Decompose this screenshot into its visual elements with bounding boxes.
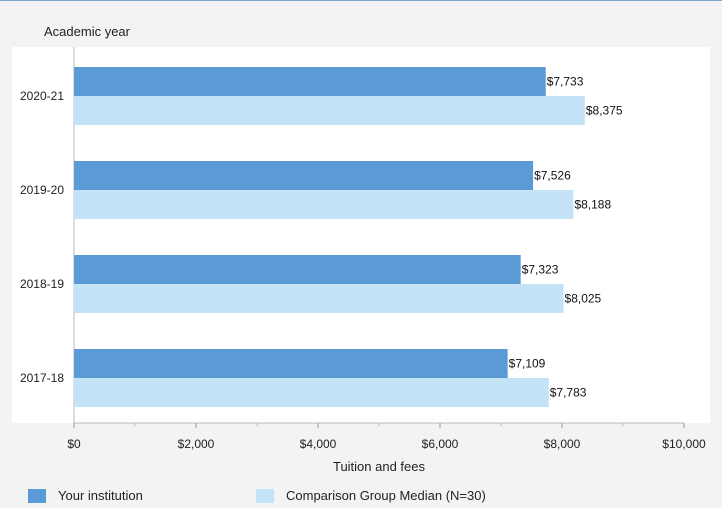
bar — [74, 161, 534, 190]
category-labels: 2020-21 2019-20 2018-19 2017-18 — [20, 89, 64, 385]
category-label: 2017-18 — [20, 371, 64, 385]
bars — [74, 67, 585, 407]
x-axis-ticks: $0 $2,000 $4,000 $6,000 $8,000 $10,000 — [67, 423, 706, 451]
legend-item-comparison-group: Comparison Group Median (N=30) — [256, 488, 486, 503]
bar — [74, 349, 508, 378]
category-label: 2019-20 — [20, 183, 64, 197]
bar-value-label: $8,025 — [565, 292, 602, 306]
x-tick-label: $6,000 — [422, 437, 459, 451]
x-tick-label: $0 — [67, 437, 81, 451]
bar-value-label: $8,375 — [586, 104, 623, 118]
bar-value-label: $7,323 — [522, 263, 559, 277]
bar-value-label: $7,733 — [547, 75, 584, 89]
legend-label-series2: Comparison Group Median (N=30) — [286, 488, 486, 503]
bar-value-label: $8,188 — [574, 198, 611, 212]
bar — [74, 284, 564, 313]
x-tick-label: $10,000 — [662, 437, 706, 451]
legend-swatch-series1 — [28, 488, 46, 503]
bar-value-label: $7,783 — [550, 386, 587, 400]
bar — [74, 96, 585, 125]
legend-swatch-series2 — [256, 488, 274, 503]
bar-chart: Academic year Tuition and fees $0 $2,000 $… — [12, 24, 710, 474]
bar — [74, 378, 549, 407]
legend-label-series1: Your institution — [58, 488, 143, 503]
value-labels: $7,733 $8,375 $7,526 $8,188 $7,323 $8,025 $7,1… — [509, 75, 623, 400]
bar-value-label: $7,109 — [509, 357, 546, 371]
bar — [74, 67, 546, 96]
category-label: 2020-21 — [20, 89, 64, 103]
legend-item-your-institution: Your institution — [28, 488, 143, 503]
x-tick-label: $4,000 — [300, 437, 337, 451]
category-label: 2018-19 — [20, 277, 64, 291]
x-axis-title: Tuition and fees — [333, 459, 426, 474]
y-axis-title: Academic year — [44, 24, 131, 39]
bar — [74, 190, 574, 219]
x-tick-label: $2,000 — [178, 437, 215, 451]
bar — [74, 255, 521, 284]
x-tick-label: $8,000 — [544, 437, 581, 451]
bar-value-label: $7,526 — [534, 169, 571, 183]
